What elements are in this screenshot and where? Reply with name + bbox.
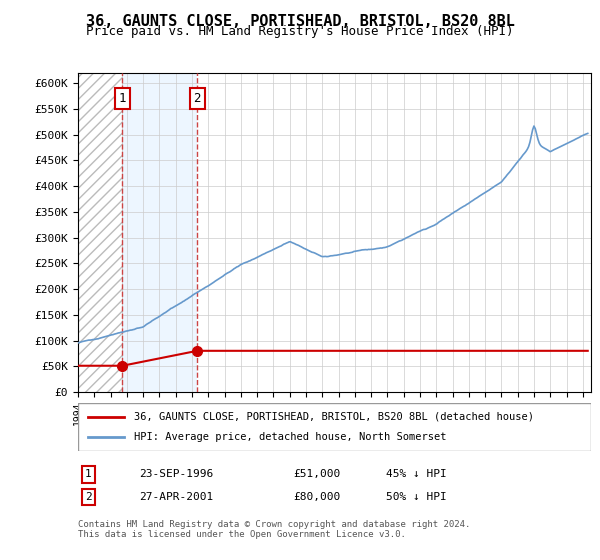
Text: 36, GAUNTS CLOSE, PORTISHEAD, BRISTOL, BS20 8BL (detached house): 36, GAUNTS CLOSE, PORTISHEAD, BRISTOL, B… [134, 412, 535, 422]
Text: 36, GAUNTS CLOSE, PORTISHEAD, BRISTOL, BS20 8BL: 36, GAUNTS CLOSE, PORTISHEAD, BRISTOL, B… [86, 14, 514, 29]
Bar [122, 73, 197, 392]
Text: 1: 1 [85, 469, 92, 479]
Text: 1: 1 [119, 92, 126, 105]
Text: 50% ↓ HPI: 50% ↓ HPI [386, 492, 446, 502]
Text: 2: 2 [193, 92, 201, 105]
Text: Contains HM Land Registry data © Crown copyright and database right 2024.
This d: Contains HM Land Registry data © Crown c… [78, 520, 470, 539]
Text: HPI: Average price, detached house, North Somerset: HPI: Average price, detached house, Nort… [134, 432, 447, 442]
Text: £80,000: £80,000 [293, 492, 341, 502]
Text: 2: 2 [85, 492, 92, 502]
Text: 45% ↓ HPI: 45% ↓ HPI [386, 469, 446, 479]
FancyBboxPatch shape [78, 403, 591, 451]
Text: 27-APR-2001: 27-APR-2001 [140, 492, 214, 502]
Text: Price paid vs. HM Land Registry's House Price Index (HPI): Price paid vs. HM Land Registry's House … [86, 25, 514, 38]
Text: £51,000: £51,000 [293, 469, 341, 479]
Text: 23-SEP-1996: 23-SEP-1996 [140, 469, 214, 479]
Bar [78, 73, 122, 392]
